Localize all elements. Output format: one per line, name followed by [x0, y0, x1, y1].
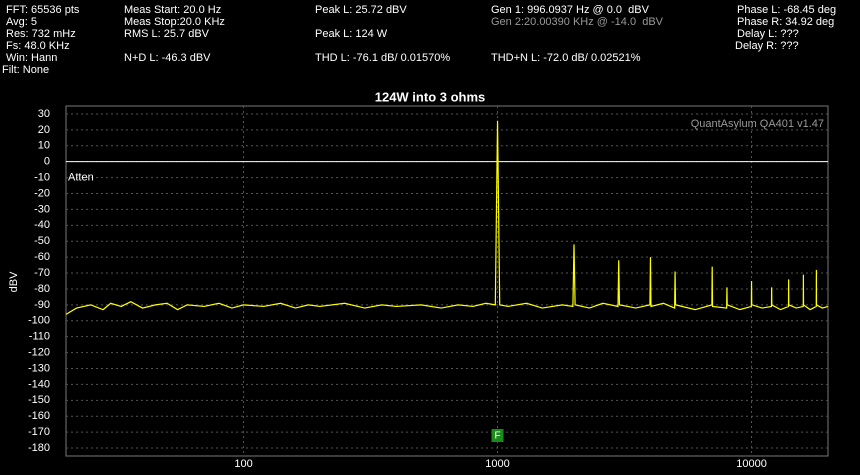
y-tick-label: -140 [28, 378, 50, 390]
x-tick-label: 10000 [736, 458, 767, 470]
watermark: QuantAsylum QA401 v1.47 [691, 118, 824, 130]
chart-title: 124W into 3 ohms [375, 89, 486, 104]
y-tick-label: -40 [34, 219, 50, 231]
y-tick-label: -180 [28, 442, 50, 454]
reference-label: Atten [68, 172, 94, 184]
readout: Gen 1: 996.0937 Hz @ 0.0 dBV [491, 4, 650, 16]
readout: Meas Start: 20.0 Hz [124, 4, 221, 16]
readout: Phase R: 34.92 deg [737, 16, 834, 28]
readout: Avg: 5 [6, 16, 37, 28]
y-tick-label: -70 [34, 267, 50, 279]
readout: Fs: 48.0 KHz [6, 40, 70, 52]
readout: RMS L: 25.7 dBV [124, 28, 210, 40]
spectrum-line [65, 120, 829, 315]
marker-box [491, 429, 504, 442]
readout: THD L: -76.1 dB/ 0.01570% [315, 52, 450, 64]
y-tick-label: -110 [29, 331, 50, 343]
readout: Delay R: ??? [735, 40, 799, 52]
readout: Filt: None [2, 64, 49, 76]
y-tick-label: -100 [28, 315, 50, 327]
y-tick-label: -160 [28, 410, 50, 422]
readout: THD+N L: -72.0 dB/ 0.02521% [491, 52, 641, 64]
y-tick-label: -30 [34, 203, 50, 215]
readout: Win: Hann [6, 52, 57, 64]
readout: Meas Stop:20.0 KHz [124, 16, 225, 28]
readout: Delay L: ??? [737, 28, 799, 40]
readout: Peak L: 124 W [315, 28, 388, 40]
readout: Res: 732 mHz [6, 28, 76, 40]
y-tick-label: 10 [38, 140, 50, 152]
x-tick-label: 1000 [485, 458, 509, 470]
readout: Gen 2:20.00390 KHz @ -14.0 dBV [491, 16, 664, 28]
readout: N+D L: -46.3 dBV [124, 52, 211, 64]
readout: Phase L: -68.45 deg [737, 4, 836, 16]
readout: FFT: 65536 pts [6, 4, 80, 16]
y-tick-label: 20 [38, 124, 50, 136]
y-tick-label: -50 [34, 235, 50, 247]
y-tick-label: -170 [28, 426, 50, 438]
y-axis-label: dBV [8, 271, 20, 292]
y-tick-label: -130 [28, 362, 50, 374]
y-tick-label: 0 [44, 156, 50, 168]
y-tick-label: -90 [34, 299, 50, 311]
plot-frame [65, 105, 829, 457]
y-tick-label: -80 [34, 283, 50, 295]
y-tick-label: -20 [34, 187, 50, 199]
y-tick-label: -60 [34, 251, 50, 263]
y-tick-label: -150 [28, 394, 50, 406]
y-tick-label: -10 [34, 171, 50, 183]
readouts: FFT: 65536 pts Avg: 5 Res: 732 mHz Fs: 4… [2, 4, 836, 76]
y-tick-label: 30 [38, 108, 50, 120]
x-tick-label: 100 [234, 458, 252, 470]
marker-label: F [494, 431, 500, 442]
y-tick-label: -120 [28, 346, 50, 358]
readout: Peak L: 25.72 dBV [315, 4, 407, 16]
